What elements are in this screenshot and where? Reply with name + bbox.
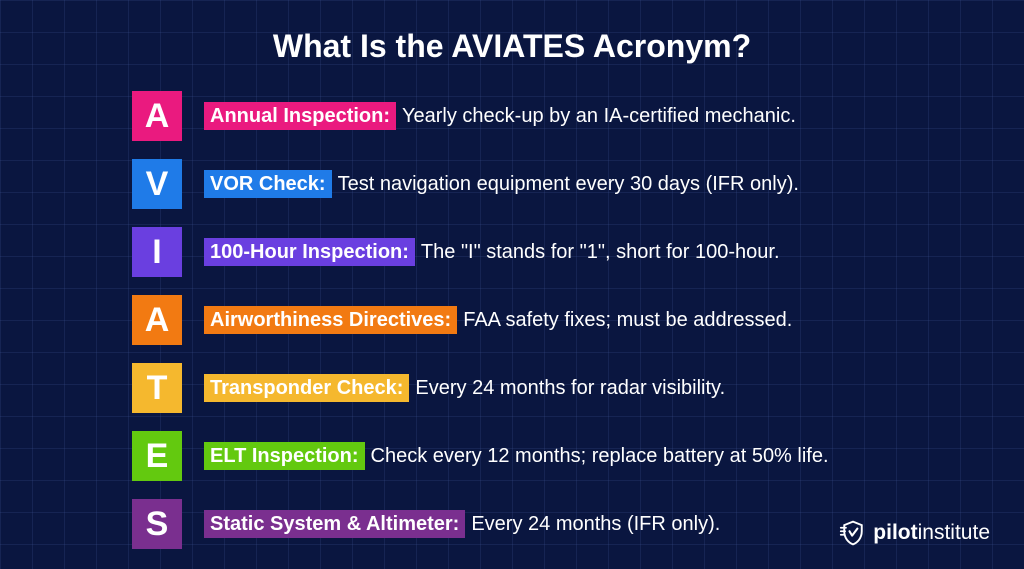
item-label: ELT Inspection: <box>204 442 365 470</box>
item-content: ELT Inspection: Check every 12 months; r… <box>204 442 829 470</box>
item-desc: The "I" stands for "1", short for 100-ho… <box>421 240 780 264</box>
list-item: I 100-Hour Inspection: The "I" stands fo… <box>132 227 964 277</box>
item-desc: Check every 12 months; replace battery a… <box>371 444 829 468</box>
page-title: What Is the AVIATES Acronym? <box>60 28 964 65</box>
letter-tile-s: S <box>132 499 182 549</box>
item-desc: Every 24 months (IFR only). <box>471 512 720 536</box>
list-item: A Airworthiness Directives: FAA safety f… <box>132 295 964 345</box>
item-content: Annual Inspection: Yearly check-up by an… <box>204 102 796 130</box>
infographic-container: What Is the AVIATES Acronym? A Annual In… <box>0 0 1024 569</box>
item-content: VOR Check: Test navigation equipment eve… <box>204 170 799 198</box>
item-content: Airworthiness Directives: FAA safety fix… <box>204 306 792 334</box>
item-label: Transponder Check: <box>204 374 409 402</box>
item-content: Static System & Altimeter: Every 24 mont… <box>204 510 720 538</box>
letter-tile-i: I <box>132 227 182 277</box>
item-label: 100-Hour Inspection: <box>204 238 415 266</box>
brand-logo: pilotinstitute <box>839 519 990 547</box>
letter-tile-a2: A <box>132 295 182 345</box>
letter-tile-e: E <box>132 431 182 481</box>
list-item: A Annual Inspection: Yearly check-up by … <box>132 91 964 141</box>
brand-bold: pilot <box>873 521 917 544</box>
brand-rest: institute <box>918 521 990 544</box>
item-desc: Yearly check-up by an IA-certified mecha… <box>402 104 796 128</box>
item-label: Annual Inspection: <box>204 102 396 130</box>
shield-wing-icon <box>839 519 867 547</box>
item-content: 100-Hour Inspection: The "I" stands for … <box>204 238 780 266</box>
letter-tile-t: T <box>132 363 182 413</box>
list-item: E ELT Inspection: Check every 12 months;… <box>132 431 964 481</box>
item-label: Static System & Altimeter: <box>204 510 465 538</box>
item-label: VOR Check: <box>204 170 332 198</box>
item-desc: Test navigation equipment every 30 days … <box>338 172 799 196</box>
brand-text: pilotinstitute <box>873 521 990 545</box>
list-item: V VOR Check: Test navigation equipment e… <box>132 159 964 209</box>
item-desc: FAA safety fixes; must be addressed. <box>463 308 792 332</box>
item-desc: Every 24 months for radar visibility. <box>415 376 725 400</box>
acronym-list: A Annual Inspection: Yearly check-up by … <box>60 91 964 549</box>
item-label: Airworthiness Directives: <box>204 306 457 334</box>
list-item: T Transponder Check: Every 24 months for… <box>132 363 964 413</box>
item-content: Transponder Check: Every 24 months for r… <box>204 374 725 402</box>
letter-tile-v: V <box>132 159 182 209</box>
letter-tile-a1: A <box>132 91 182 141</box>
